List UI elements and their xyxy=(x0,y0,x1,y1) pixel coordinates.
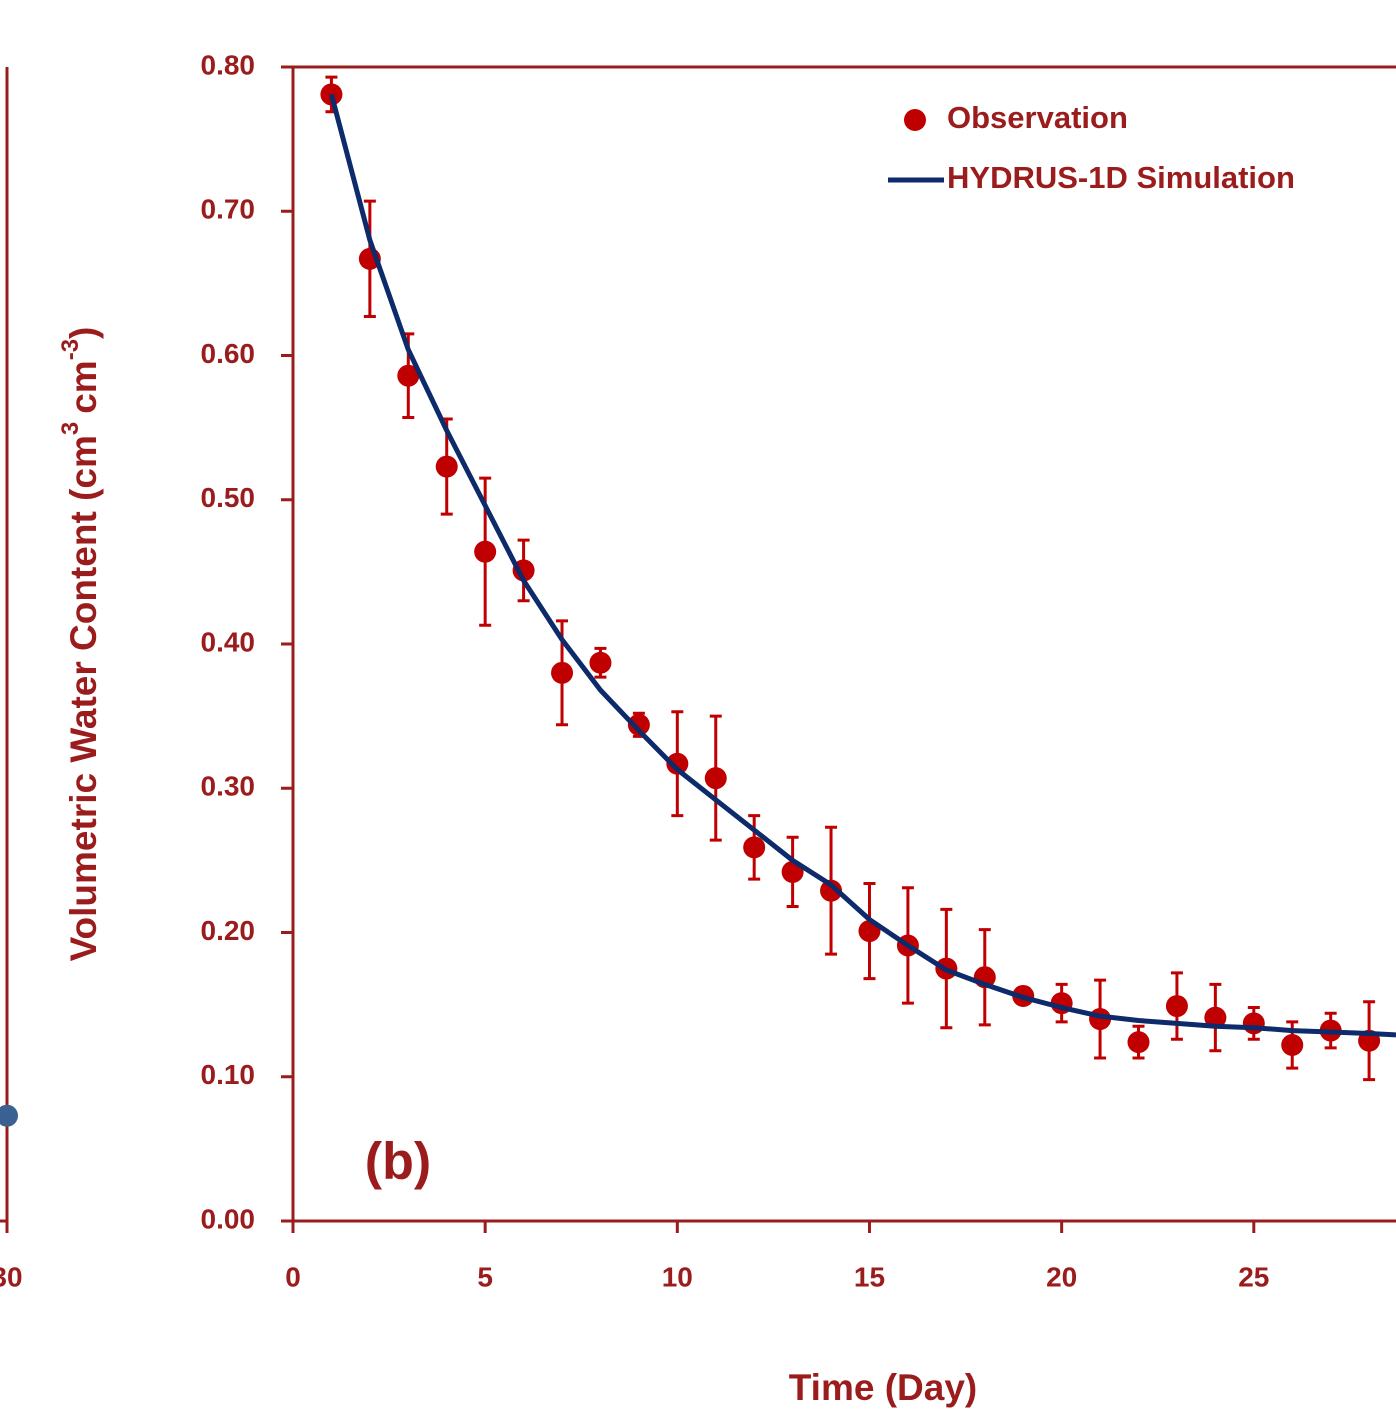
obs-point xyxy=(1165,995,1188,1018)
obs-point xyxy=(666,752,689,775)
y-title-end: ) xyxy=(63,327,104,339)
legend-marker xyxy=(904,109,926,131)
x-tick-label: 20 xyxy=(1046,1261,1077,1292)
y-tick-label: 0.00 xyxy=(201,1203,256,1234)
legend-label: HYDRUS-1D Simulation xyxy=(947,160,1295,195)
panel-label: (b) xyxy=(365,1133,431,1191)
obs-point xyxy=(589,651,612,674)
obs-point xyxy=(1204,1006,1227,1029)
obs-point xyxy=(474,540,497,563)
obs-point xyxy=(551,661,574,684)
y-tick-label: 0.50 xyxy=(201,482,256,513)
x-tick-label: 30 xyxy=(0,1261,23,1292)
y-tick-label: 0.20 xyxy=(201,915,256,946)
y-tick-label: 0.60 xyxy=(201,338,256,369)
y-axis-title: Volumetric Water Content (cm3 cm-3) xyxy=(57,327,103,962)
obs-point xyxy=(1281,1034,1304,1057)
y-title-mid: cm xyxy=(63,360,104,413)
y-tick-label: 0.10 xyxy=(201,1059,256,1090)
y-tick-label: 0.70 xyxy=(201,194,256,225)
sim-line xyxy=(329,93,1396,1038)
y-title-main: Volumetric Water Content (cm xyxy=(63,435,104,961)
obs-point xyxy=(0,1104,18,1127)
x-tick-label: 15 xyxy=(854,1261,885,1292)
x-axis-title: Time (Day) xyxy=(789,1367,978,1408)
obs-point xyxy=(1127,1031,1150,1054)
plot-frame xyxy=(291,65,1396,1223)
legend-label: Observation xyxy=(947,100,1128,135)
y-tick-label: 0.80 xyxy=(201,49,256,80)
y-title-sup: 3 xyxy=(57,422,84,435)
x-tick-label: 25 xyxy=(1238,1261,1269,1292)
obs-point xyxy=(435,455,458,478)
x-tick-label: 0 xyxy=(285,1261,301,1292)
obs-point xyxy=(397,364,420,387)
x-tick-label: 5 xyxy=(477,1261,493,1292)
x-tick-label: 10 xyxy=(662,1261,693,1292)
y-tick-label: 0.40 xyxy=(201,626,256,657)
obs-point xyxy=(704,767,727,790)
y-title-sup: -3 xyxy=(57,339,84,360)
obs-point xyxy=(820,879,843,902)
obs-point xyxy=(743,836,766,859)
obs-point xyxy=(627,713,650,736)
obs-point xyxy=(1242,1012,1265,1035)
y-tick-label: 0.30 xyxy=(201,771,256,802)
